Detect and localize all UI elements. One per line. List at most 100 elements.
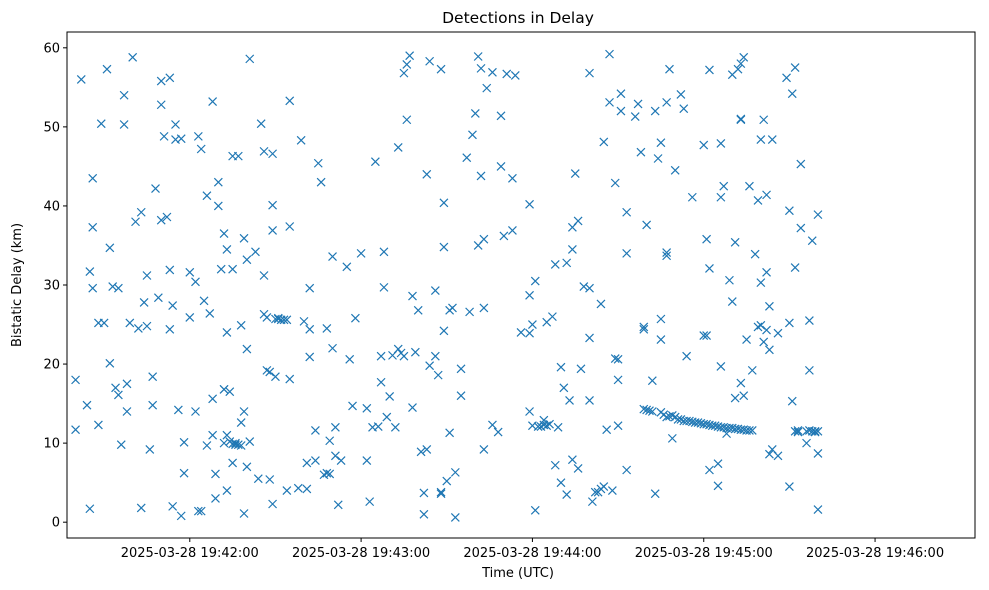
detection-marker bbox=[762, 190, 771, 200]
detection-marker bbox=[330, 451, 340, 461]
detection-marker bbox=[385, 392, 395, 401]
detection-marker bbox=[236, 418, 246, 427]
detection-marker bbox=[216, 264, 226, 274]
detection-marker bbox=[262, 312, 272, 322]
detection-marker bbox=[733, 64, 743, 74]
detection-marker bbox=[759, 337, 769, 347]
detection-marker bbox=[705, 263, 714, 273]
detection-marker bbox=[365, 497, 375, 507]
detection-marker bbox=[587, 497, 597, 507]
detection-marker bbox=[345, 354, 355, 364]
detection-marker bbox=[496, 161, 506, 171]
detection-marker bbox=[753, 322, 763, 332]
detection-marker bbox=[662, 248, 672, 258]
detection-marker bbox=[390, 422, 400, 432]
detection-marker bbox=[342, 262, 352, 272]
detection-marker bbox=[736, 59, 746, 69]
detection-marker bbox=[710, 421, 720, 431]
y-axis: 0 10 20 30 40 50 60 bbox=[43, 41, 67, 531]
detection-marker bbox=[322, 468, 332, 478]
detection-marker bbox=[470, 109, 480, 118]
y-tick-label: 60 bbox=[43, 41, 60, 56]
detection-markers bbox=[71, 49, 823, 522]
detection-marker bbox=[179, 468, 189, 478]
detection-marker bbox=[219, 229, 229, 239]
detection-marker bbox=[422, 445, 432, 454]
detection-marker bbox=[747, 365, 757, 375]
x-tick-label: 2025-03-28 19:42:00 bbox=[121, 546, 259, 561]
detection-marker bbox=[476, 63, 486, 73]
detection-marker bbox=[585, 396, 594, 405]
detection-marker bbox=[656, 335, 666, 344]
detection-marker bbox=[350, 313, 360, 323]
detection-marker bbox=[456, 364, 466, 374]
detection-marker bbox=[88, 173, 98, 183]
detection-marker bbox=[96, 119, 106, 129]
detection-marker bbox=[639, 324, 649, 334]
detection-marker bbox=[736, 115, 746, 125]
detection-marker bbox=[202, 191, 212, 201]
detection-marker bbox=[93, 420, 103, 430]
detection-marker bbox=[642, 220, 652, 230]
detection-marker bbox=[813, 210, 823, 220]
detection-marker bbox=[133, 324, 143, 333]
detection-marker bbox=[539, 415, 549, 425]
detection-marker bbox=[764, 345, 774, 355]
detection-marker bbox=[476, 171, 486, 181]
detection-marker bbox=[665, 64, 674, 74]
detection-marker bbox=[488, 67, 497, 77]
detection-marker bbox=[399, 351, 409, 361]
detection-marker bbox=[673, 414, 683, 424]
detection-marker bbox=[242, 255, 252, 265]
detection-marker bbox=[559, 383, 569, 393]
detection-marker bbox=[156, 76, 166, 86]
detection-marker bbox=[750, 249, 760, 259]
detection-marker bbox=[436, 489, 446, 499]
detection-marker bbox=[393, 344, 403, 354]
detection-marker bbox=[662, 412, 672, 422]
detection-marker bbox=[762, 267, 771, 277]
detection-marker bbox=[639, 322, 649, 332]
y-tick-label: 30 bbox=[43, 279, 60, 294]
detection-marker bbox=[408, 291, 417, 301]
detection-marker bbox=[193, 131, 203, 141]
detection-marker bbox=[813, 505, 823, 514]
detection-marker bbox=[687, 192, 697, 202]
detection-marker bbox=[702, 419, 712, 429]
detection-marker bbox=[570, 169, 580, 178]
detection-marker bbox=[282, 486, 292, 495]
detection-marker bbox=[488, 420, 497, 430]
detection-marker bbox=[148, 372, 158, 382]
detection-marker bbox=[231, 438, 240, 448]
detection-marker bbox=[211, 494, 220, 503]
detection-marker bbox=[145, 445, 155, 454]
detection-marker bbox=[185, 312, 195, 322]
detection-marker bbox=[225, 387, 235, 397]
detection-marker bbox=[285, 96, 295, 106]
detection-marker bbox=[236, 441, 246, 450]
detection-marker bbox=[479, 234, 489, 244]
detection-marker bbox=[436, 487, 446, 497]
detection-marker bbox=[442, 476, 452, 486]
detection-marker bbox=[756, 135, 766, 144]
detection-marker bbox=[727, 297, 737, 307]
detection-marker bbox=[245, 54, 255, 64]
detection-marker bbox=[807, 236, 817, 246]
detection-marker bbox=[165, 324, 175, 334]
detection-marker bbox=[745, 426, 754, 435]
detection-marker bbox=[268, 200, 278, 210]
detection-marker bbox=[296, 135, 306, 145]
detection-marker bbox=[285, 222, 295, 231]
detection-marker bbox=[131, 217, 140, 227]
detection-marker bbox=[310, 426, 320, 435]
detection-marker bbox=[376, 351, 386, 361]
detection-marker bbox=[408, 403, 417, 412]
y-axis-title: Bistatic Delay (km) bbox=[10, 223, 25, 347]
detection-marker bbox=[213, 201, 223, 211]
detection-marker bbox=[784, 206, 794, 216]
detection-marker bbox=[613, 354, 623, 364]
detection-marker bbox=[633, 99, 643, 109]
detection-marker bbox=[622, 207, 632, 217]
detection-marker bbox=[556, 478, 566, 488]
